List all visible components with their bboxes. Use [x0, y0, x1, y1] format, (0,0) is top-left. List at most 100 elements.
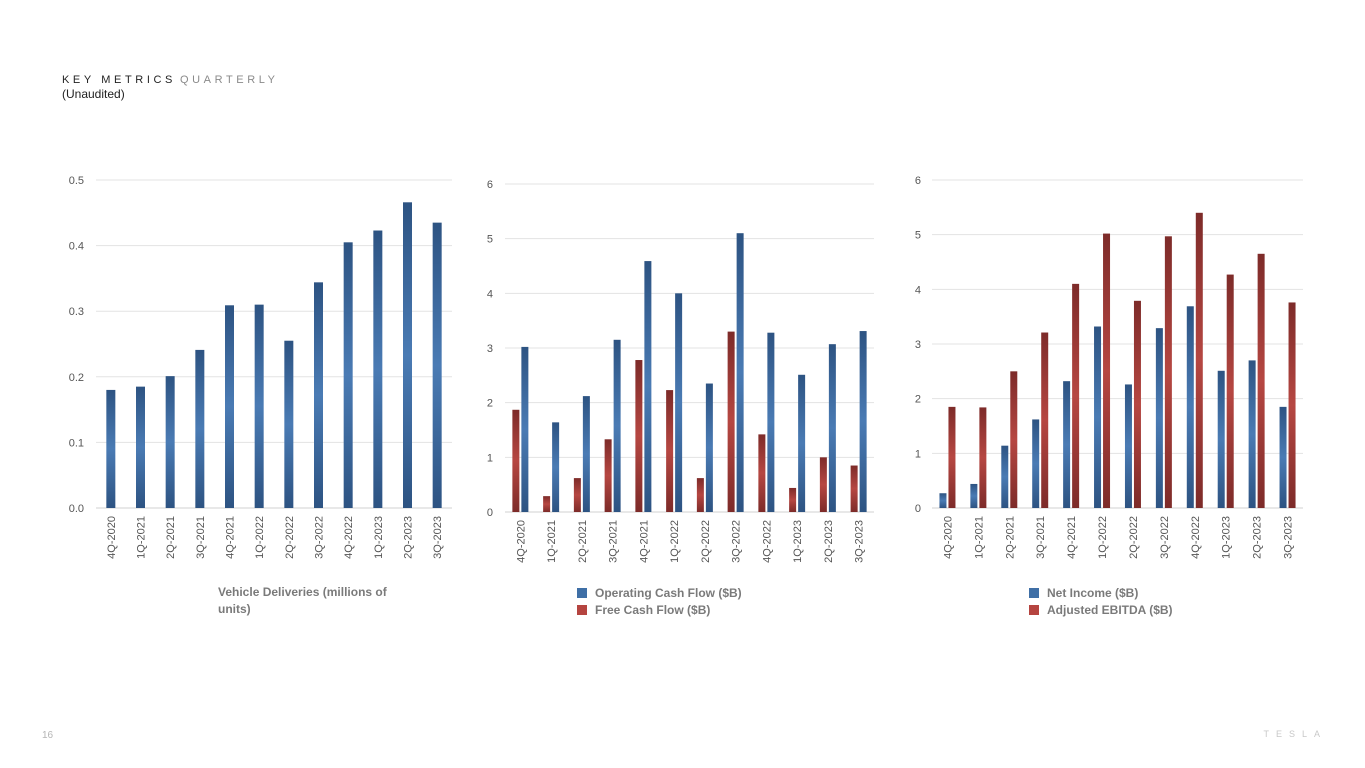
- y-tick-label: 0.0: [69, 503, 84, 515]
- x-tick-label: 2Q-2021: [165, 516, 177, 559]
- y-tick-label: 1: [487, 452, 493, 464]
- x-tick-label: 1Q-2022: [669, 520, 681, 563]
- legend-swatch-red: [577, 604, 587, 615]
- legend-item: Net Income ($B): [1029, 584, 1173, 601]
- bar: [1010, 371, 1018, 508]
- bar: [1155, 328, 1163, 508]
- bar: [828, 344, 836, 512]
- bar: [1195, 212, 1203, 509]
- bar: [1217, 370, 1225, 508]
- bar: [1288, 302, 1296, 508]
- x-tick-label: 4Q-2021: [1066, 516, 1078, 559]
- bar: [136, 386, 145, 508]
- bar: [1124, 384, 1132, 508]
- bar: [1279, 406, 1287, 508]
- x-tick-label: 1Q-2022: [254, 516, 266, 559]
- legend-swatch-blue: [1029, 587, 1039, 598]
- legend-label: Adjusted EBITDA ($B): [1047, 602, 1173, 617]
- bar: [613, 339, 621, 512]
- x-tick-label: 4Q-2021: [638, 520, 650, 563]
- y-tick-label: 6: [915, 175, 921, 187]
- x-tick-label: 1Q-2021: [136, 516, 148, 559]
- bar: [635, 360, 643, 512]
- x-tick-label: 4Q-2020: [106, 516, 118, 559]
- bar: [1103, 233, 1111, 508]
- bar: [948, 406, 956, 508]
- x-tick-label: 1Q-2023: [1221, 516, 1233, 559]
- legend-swatch-red: [1029, 604, 1039, 615]
- bar: [314, 282, 323, 508]
- bar: [512, 409, 520, 512]
- legend-label: Free Cash Flow ($B): [595, 602, 711, 617]
- page-number: 16: [42, 730, 54, 741]
- income-legend: Net Income ($B) Adjusted EBITDA ($B): [1029, 584, 1173, 618]
- bar: [582, 396, 590, 512]
- x-tick-label: 4Q-2022: [1190, 516, 1202, 559]
- bar: [767, 332, 775, 512]
- bar: [165, 376, 175, 508]
- bar: [1226, 274, 1234, 508]
- y-tick-label: 5: [487, 234, 493, 246]
- x-tick-label: 3Q-2022: [731, 520, 743, 563]
- bar: [1032, 419, 1040, 508]
- bar: [859, 331, 867, 512]
- bar: [1248, 360, 1256, 508]
- x-tick-label: 2Q-2022: [284, 516, 296, 559]
- x-tick-label: 4Q-2022: [343, 516, 355, 559]
- y-tick-label: 0.1: [69, 437, 84, 449]
- bar: [552, 422, 560, 512]
- x-tick-label: 4Q-2022: [761, 520, 773, 563]
- bar: [1063, 381, 1071, 508]
- bar: [705, 383, 713, 512]
- bar: [970, 483, 978, 508]
- bar: [758, 434, 766, 512]
- x-tick-label: 1Q-2023: [792, 520, 804, 563]
- bar: [1133, 300, 1141, 508]
- bar: [675, 293, 683, 512]
- bar: [373, 230, 383, 508]
- bar: [195, 349, 205, 508]
- bar: [666, 390, 674, 512]
- tesla-logo: TESLA: [1263, 729, 1327, 739]
- x-tick-label: 3Q-2021: [195, 516, 207, 559]
- bar: [696, 478, 704, 512]
- y-tick-label: 0: [915, 503, 921, 515]
- bar: [521, 346, 529, 512]
- y-tick-label: 0: [487, 507, 493, 519]
- bar: [1001, 445, 1009, 508]
- x-tick-label: 2Q-2023: [823, 520, 835, 563]
- title-light: QUARTERLY: [179, 74, 279, 86]
- bar: [604, 439, 612, 512]
- legend-item: Free Cash Flow ($B): [577, 601, 742, 618]
- deliveries-caption: Vehicle Deliveries (millions of units): [218, 585, 387, 616]
- legend-item: Operating Cash Flow ($B): [577, 584, 742, 601]
- x-tick-label: 3Q-2023: [1283, 516, 1295, 559]
- legend-swatch-blue: [577, 587, 587, 598]
- bar: [939, 493, 947, 508]
- x-tick-label: 4Q-2020: [942, 516, 954, 559]
- bar: [1041, 332, 1049, 508]
- legend-label: Operating Cash Flow ($B): [595, 585, 742, 600]
- x-tick-label: 3Q-2022: [1159, 516, 1171, 559]
- bar: [789, 487, 797, 512]
- y-tick-label: 0.3: [69, 306, 84, 318]
- bar: [284, 340, 294, 508]
- y-tick-label: 4: [487, 288, 493, 300]
- x-tick-label: 1Q-2022: [1097, 516, 1109, 559]
- bar: [106, 389, 116, 508]
- x-tick-label: 2Q-2022: [700, 520, 712, 563]
- bar: [254, 304, 264, 508]
- bar: [819, 457, 827, 512]
- x-tick-label: 4Q-2021: [225, 516, 237, 559]
- y-tick-label: 3: [487, 343, 493, 355]
- cash-flow-legend: Operating Cash Flow ($B) Free Cash Flow …: [577, 584, 742, 618]
- bar: [573, 478, 581, 512]
- x-tick-label: 2Q-2021: [1004, 516, 1016, 559]
- bar: [850, 465, 858, 512]
- x-tick-label: 1Q-2021: [546, 520, 558, 563]
- y-tick-label: 4: [915, 284, 921, 296]
- bar: [343, 242, 353, 508]
- y-tick-label: 6: [487, 179, 493, 191]
